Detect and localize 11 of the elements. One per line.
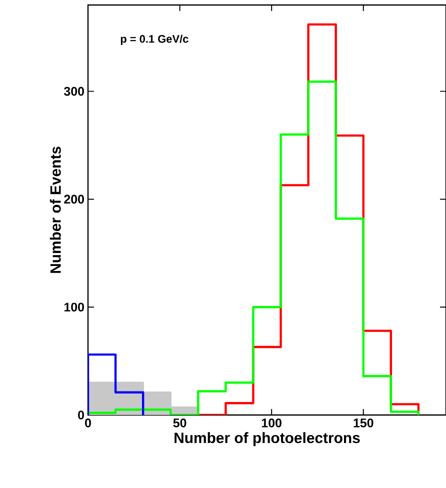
- y-tick-label: 100: [64, 302, 84, 312]
- x-tick-label: 150: [354, 418, 374, 428]
- x-tick-label: 100: [262, 418, 282, 428]
- y-axis-title: Number of Events: [50, 146, 61, 273]
- x-tick-label: 0: [85, 418, 91, 428]
- x-axis-title: Number of photoelectrons: [174, 432, 360, 446]
- annotation: p = 0.1 GeV/c: [120, 34, 188, 45]
- x-tick-label: 50: [173, 418, 186, 428]
- y-tick-label: 300: [64, 86, 84, 96]
- y-tick-label: 0: [78, 410, 84, 420]
- y-tick-label: 200: [64, 194, 84, 204]
